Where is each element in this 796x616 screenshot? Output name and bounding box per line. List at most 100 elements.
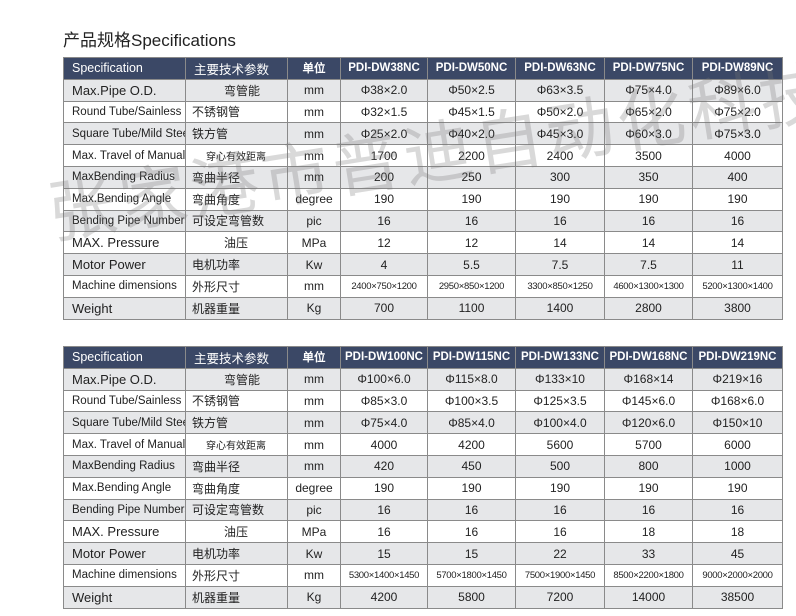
value-cell: 3300×850×1250 bbox=[515, 274, 605, 298]
spec-label-cn: 穿心有效距离 bbox=[185, 144, 288, 167]
value-cell: 7.5 bbox=[515, 253, 605, 276]
spec-label-cn: 油压 bbox=[185, 520, 288, 544]
table-row: Max. Travel of Manual 穿心有效距离 mm 1700 2200 240… bbox=[63, 144, 783, 167]
value-cell: 5300×1400×1450 bbox=[340, 563, 428, 587]
value-cell: 700 bbox=[340, 296, 428, 320]
spec-label: Round Tube/Sainless bbox=[63, 389, 186, 413]
value-cell: Φ125×3.5 bbox=[515, 389, 605, 413]
header-spec: Specification bbox=[63, 346, 186, 369]
spec-label: Max.Bending Angle bbox=[63, 476, 186, 500]
table-row: MAX. Pressure 油压 MPa 12 12 14 14 14 bbox=[63, 231, 783, 255]
value-cell: 9000×2000×2000 bbox=[692, 563, 783, 587]
spec-label: Machine dimensions bbox=[63, 274, 186, 298]
page-title: 产品规格Specifications bbox=[63, 31, 236, 50]
value-cell: 16 bbox=[604, 209, 693, 233]
model-header: PDI-DW75NC bbox=[604, 57, 693, 80]
spec-label-cn: 不锈钢管 bbox=[185, 100, 288, 124]
unit-cell: Kw bbox=[287, 253, 341, 276]
spec-label: Square Tube/Mild Steel bbox=[63, 122, 186, 146]
value-cell: 1700 bbox=[340, 144, 428, 167]
value-cell: 250 bbox=[427, 165, 516, 189]
spec-label: Max.Bending Angle bbox=[63, 187, 186, 211]
spec-label: MAX. Pressure bbox=[63, 520, 186, 544]
value-cell: 18 bbox=[692, 520, 783, 544]
value-cell: 7500×1900×1450 bbox=[515, 563, 605, 587]
value-cell: 4000 bbox=[692, 144, 783, 167]
spec-label-cn: 弯曲角度 bbox=[185, 187, 288, 211]
header-spec: Specification bbox=[63, 57, 186, 80]
value-cell: 16 bbox=[340, 520, 428, 544]
header-cn: 主要技术参数 bbox=[185, 57, 288, 80]
model-header: PDI-DW50NC bbox=[427, 57, 516, 80]
value-cell: 1100 bbox=[427, 296, 516, 320]
spec-label: Motor Power bbox=[63, 542, 186, 565]
header-cn: 主要技术参数 bbox=[185, 346, 288, 369]
value-cell: 420 bbox=[340, 454, 428, 478]
table-row: Max.Bending Angle 弯曲角度 degree 190 190 190 190 1… bbox=[63, 476, 783, 500]
spec-label-cn: 外形尺寸 bbox=[185, 563, 288, 587]
value-cell: Φ168×14 bbox=[604, 367, 693, 391]
header-unit: 单位 bbox=[287, 346, 341, 369]
value-cell: Φ75×4.0 bbox=[604, 78, 693, 102]
spec-label: Max.Pipe O.D. bbox=[63, 367, 186, 391]
unit-cell: mm bbox=[287, 78, 341, 102]
model-header: PDI-DW100NC bbox=[340, 346, 428, 369]
value-cell: 16 bbox=[692, 498, 783, 522]
spec-label-cn: 机器重量 bbox=[185, 585, 288, 609]
unit-cell: mm bbox=[287, 433, 341, 456]
value-cell: 11 bbox=[692, 253, 783, 276]
value-cell: 16 bbox=[515, 498, 605, 522]
value-cell: 5.5 bbox=[427, 253, 516, 276]
value-cell: 12 bbox=[427, 231, 516, 255]
value-cell: 14000 bbox=[604, 585, 693, 609]
value-cell: 16 bbox=[604, 498, 693, 522]
value-cell: 7.5 bbox=[604, 253, 693, 276]
unit-cell: mm bbox=[287, 144, 341, 167]
model-header: PDI-DW219NC bbox=[692, 346, 783, 369]
value-cell: 4 bbox=[340, 253, 428, 276]
table-row: MaxBending Radius 弯曲半径 mm 200 250 300 350 400 bbox=[63, 165, 783, 189]
value-cell: 15 bbox=[340, 542, 428, 565]
value-cell: 38500 bbox=[692, 585, 783, 609]
value-cell: 190 bbox=[515, 187, 605, 211]
value-cell: Φ50×2.0 bbox=[515, 100, 605, 124]
value-cell: 16 bbox=[427, 498, 516, 522]
value-cell: Φ65×2.0 bbox=[604, 100, 693, 124]
value-cell: Φ25×2.0 bbox=[340, 122, 428, 146]
spec-label-cn: 弯管能 bbox=[185, 78, 288, 102]
value-cell: 190 bbox=[427, 476, 516, 500]
unit-cell: mm bbox=[287, 367, 341, 391]
value-cell: Φ145×6.0 bbox=[604, 389, 693, 413]
spec-label-cn: 电机功率 bbox=[185, 253, 288, 276]
unit-cell: mm bbox=[287, 122, 341, 146]
unit-cell: mm bbox=[287, 563, 341, 587]
value-cell: Φ75×4.0 bbox=[340, 411, 428, 435]
model-header: PDI-DW89NC bbox=[692, 57, 783, 80]
table-row: Motor Power 电机功率 Kw 15 15 22 33 45 bbox=[63, 542, 783, 565]
value-cell: 3800 bbox=[692, 296, 783, 320]
value-cell: Φ63×3.5 bbox=[515, 78, 605, 102]
value-cell: 2950×850×1200 bbox=[427, 274, 516, 298]
table-row: Square Tube/Mild Steel 铁方管 mm Φ25×2.0 Φ40×2.… bbox=[63, 122, 783, 146]
table-row: Weight 机器重量 Kg 4200 5800 7200 14000 38500 bbox=[63, 585, 783, 609]
unit-cell: pic bbox=[287, 498, 341, 522]
spec-label-cn: 弯管能 bbox=[185, 367, 288, 391]
value-cell: Φ75×3.0 bbox=[692, 122, 783, 146]
value-cell: 14 bbox=[692, 231, 783, 255]
value-cell: 7200 bbox=[515, 585, 605, 609]
spec-label-cn: 弯曲半径 bbox=[185, 454, 288, 478]
value-cell: 16 bbox=[692, 209, 783, 233]
value-cell: 400 bbox=[692, 165, 783, 189]
table-row: Max.Pipe O.D. 弯管能 mm Φ38×2.0 Φ50×2.5 Φ63×3.5 Φ… bbox=[63, 78, 783, 102]
value-cell: 190 bbox=[340, 187, 428, 211]
spec-label: Weight bbox=[63, 296, 186, 320]
value-cell: 16 bbox=[515, 209, 605, 233]
value-cell: 4200 bbox=[427, 433, 516, 456]
value-cell: 16 bbox=[340, 498, 428, 522]
unit-cell: degree bbox=[287, 187, 341, 211]
table-row: Machine dimensions 外形尺寸 mm 2400×750×1200 295… bbox=[63, 274, 783, 298]
value-cell: 190 bbox=[340, 476, 428, 500]
value-cell: Φ38×2.0 bbox=[340, 78, 428, 102]
value-cell: 22 bbox=[515, 542, 605, 565]
table-row: Square Tube/Mild Steel 铁方管 mm Φ75×4.0 Φ85×4.… bbox=[63, 411, 783, 435]
